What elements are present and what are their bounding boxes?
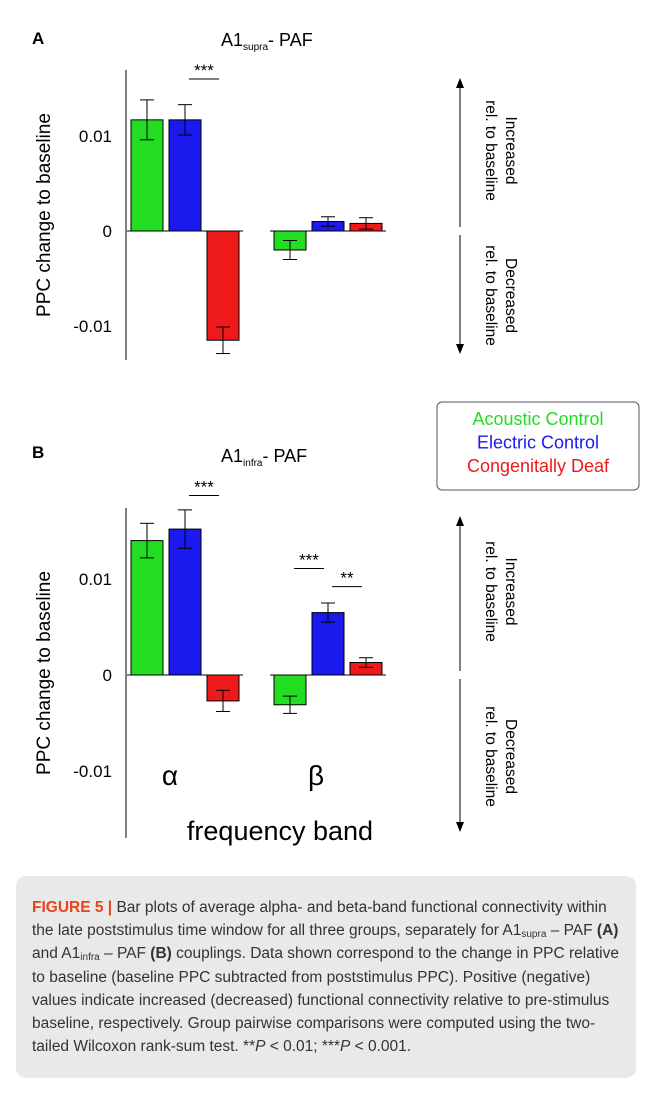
category-label: α [162,760,178,791]
increased-annotation: Increased [502,557,519,625]
chart-title-base: A1 [221,30,243,50]
y-axis-label: PPC change to baseline [34,113,55,317]
legend-box [436,401,640,491]
decreased-annotation: rel. to baseline [482,245,499,346]
panel-label: A [32,29,44,48]
arrow-up-icon [456,516,464,526]
y-axis-label: PPC change to baseline [34,571,55,775]
decreased-annotation: Decreased [502,258,519,333]
bar [206,230,240,341]
legend: Acoustic Control Electric Control Congenit… [436,401,640,491]
chart-title: A1supra- PAF [221,30,313,53]
decreased-annotation: rel. to baseline [482,706,499,807]
arrow-up-icon [456,78,464,88]
increased-annotation: Increased [502,116,519,184]
arrow-down-icon [456,344,464,354]
caption-part: Bar plots of average alpha- and beta-ban… [32,899,607,940]
chart-title-subscript: supra [243,42,268,53]
x-axis-label: frequency band [187,816,373,846]
significance-label: *** [194,61,214,80]
bar [311,612,345,676]
chart-panel-b: B A1infra- PAF PPC change to baseline 0.01 0… [32,443,519,846]
y-tick-label: 0 [103,666,112,685]
caption-part: – PAF [546,922,597,940]
increased-annotation: rel. to baseline [482,541,499,642]
legend-entry: Congenitally Deaf [467,456,610,476]
y-tick-label: -0.01 [73,317,112,336]
caption-figure-label: FIGURE 5 | [32,899,113,916]
caption-part: couplings. Data shown correspond to the … [32,945,619,1056]
panel-label: B [32,443,44,462]
arrow-down-icon [456,822,464,832]
caption-text: FIGURE 5 | Bar plots of average alpha- a… [32,896,632,1058]
decreased-annotation: Decreased [502,719,519,794]
caption-subscript: infra [80,952,100,964]
y-tick-label: 0.01 [79,127,112,146]
legend-entry: Acoustic Control [472,409,603,429]
figure-caption: FIGURE 5 | Bar plots of average alpha- a… [16,876,636,1078]
chart-title-base: A1 [221,446,243,466]
chart-title-rest: - PAF [262,446,307,466]
significance-label: *** [299,550,319,569]
caption-p-symbol: P [340,1038,351,1056]
y-tick-label: 0.01 [79,570,112,589]
category-label: β [308,760,324,791]
caption-subscript: supra [521,929,547,941]
bar [168,528,202,676]
legend-entry: Electric Control [477,433,599,453]
chart-title: A1infra- PAF [221,446,307,469]
caption-p-symbol: P [255,1038,266,1056]
y-tick-label: 0 [103,222,112,241]
significance-label: ** [340,569,354,588]
caption-panel-ref: (B) [150,945,172,963]
caption-part: – PAF [99,945,151,963]
caption-panel-ref: (A) [596,922,619,940]
caption-part: < 0.001. [350,1038,412,1056]
significance-label: *** [194,477,214,496]
bar [130,540,164,676]
caption-part: < 0.01; *** [265,1038,340,1056]
y-tick-label: -0.01 [73,762,112,781]
chart-title-rest: - PAF [268,30,313,50]
chart-title-subscript: infra [243,458,263,469]
increased-annotation: rel. to baseline [482,100,499,201]
caption-part: and A1 [32,945,81,963]
bar [168,119,202,232]
chart-panel-a: A A1supra- PAF PPC change to baseline 0.01 0… [32,29,519,360]
